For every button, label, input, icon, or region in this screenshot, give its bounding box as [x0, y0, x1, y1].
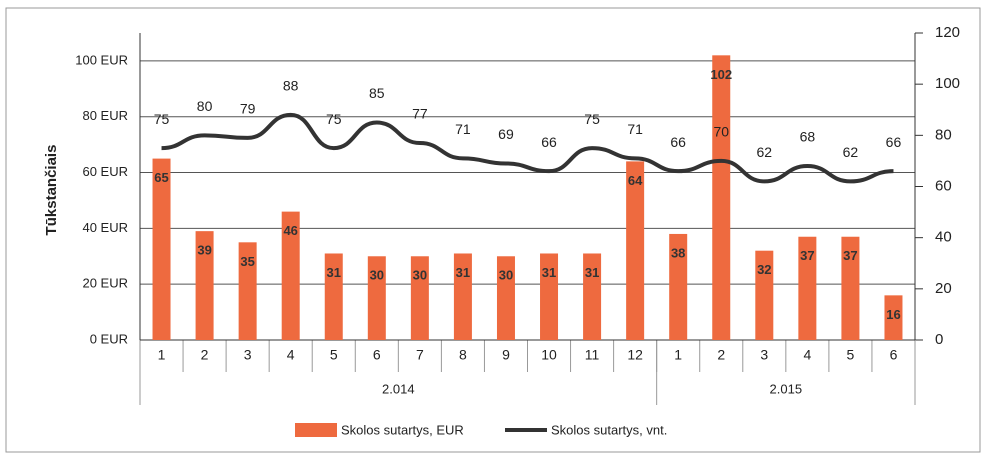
line-value-label: 75	[584, 111, 600, 127]
legend-label: Skolos sutartys, EUR	[341, 422, 464, 437]
bar	[841, 236, 860, 340]
line-value-label: 62	[843, 144, 859, 160]
y2-tick-label: 20	[935, 280, 952, 297]
bar	[324, 253, 343, 340]
x-tick-label: 2	[717, 347, 725, 363]
bar-value-label: 37	[843, 248, 857, 263]
bar	[669, 233, 688, 340]
bar-value-label: 31	[327, 265, 341, 280]
bar-value-label: 102	[710, 67, 732, 82]
line-value-label: 68	[800, 129, 816, 145]
x-tick-label: 6	[890, 347, 898, 363]
y2-tick-label: 100	[935, 75, 960, 92]
bar-value-label: 32	[757, 262, 771, 277]
bar	[712, 55, 731, 341]
x-tick-label: 3	[760, 347, 768, 363]
y-axis-label: Tūkstančiais	[43, 145, 60, 236]
x-tick-label: 9	[502, 347, 510, 363]
line-value-label: 66	[886, 134, 902, 150]
line-value-label: 79	[240, 101, 256, 117]
x-group-label: 2.015	[770, 381, 803, 396]
bar	[152, 158, 171, 340]
bar-value-label: 30	[413, 268, 427, 283]
y-tick-label: 100 EUR	[75, 52, 128, 67]
y-tick-label: 80 EUR	[82, 108, 128, 123]
bar	[583, 253, 602, 340]
y2-tick-label: 120	[935, 24, 960, 41]
line-value-label: 77	[412, 106, 428, 122]
line-value-label: 69	[498, 126, 514, 142]
x-tick-label: 8	[459, 347, 467, 363]
y-tick-label: 0 EUR	[90, 331, 128, 346]
line-value-label: 71	[627, 121, 643, 137]
x-tick-label: 11	[585, 347, 600, 363]
line-value-label: 85	[369, 85, 385, 101]
bar	[798, 236, 817, 340]
bar	[410, 256, 429, 340]
frame	[5, 7, 981, 453]
bar	[195, 231, 214, 340]
bar-value-label: 30	[499, 268, 513, 283]
bar-value-label: 30	[370, 268, 384, 283]
x-tick-label: 10	[541, 347, 557, 363]
x-tick-label: 1	[674, 347, 682, 363]
bar	[626, 161, 645, 340]
line-value-label: 75	[154, 111, 170, 127]
y-tick-label: 40 EUR	[82, 220, 128, 235]
y2-tick-label: 80	[935, 126, 952, 143]
bar-value-label: 31	[456, 265, 470, 280]
bar-value-label: 31	[542, 265, 556, 280]
line-value-label: 66	[670, 134, 686, 150]
bar-value-label: 37	[800, 248, 814, 263]
x-tick-label: 5	[330, 347, 338, 363]
bar	[496, 256, 515, 340]
bar	[540, 253, 559, 340]
line-value-label: 71	[455, 121, 471, 137]
line-value-label: 88	[283, 78, 299, 94]
line-value-label: 66	[541, 134, 557, 150]
x-tick-label: 7	[416, 347, 424, 363]
bar-value-label: 31	[585, 265, 599, 280]
bar	[367, 256, 386, 340]
bar-value-label: 46	[283, 223, 297, 238]
legend-label: Skolos sutartys, vnt.	[551, 422, 667, 437]
x-tick-label: 2	[201, 347, 209, 363]
bar-value-label: 39	[197, 243, 211, 258]
bar	[884, 295, 903, 340]
bar-value-label: 38	[671, 245, 685, 260]
x-tick-label: 6	[373, 347, 381, 363]
bar-value-label: 65	[154, 170, 168, 185]
line-value-label: 62	[757, 144, 773, 160]
x-tick-label: 1	[158, 347, 166, 363]
bar-value-label: 16	[886, 307, 900, 322]
line	[161, 112, 894, 184]
x-tick-label: 5	[847, 347, 855, 363]
y-tick-label: 20 EUR	[82, 276, 128, 291]
line-value-label: 70	[713, 124, 729, 140]
bar	[238, 242, 257, 340]
bar	[755, 250, 774, 340]
bar	[281, 211, 300, 340]
x-tick-label: 4	[803, 347, 811, 363]
y2-tick-label: 0	[935, 331, 943, 348]
y2-tick-label: 40	[935, 229, 952, 246]
y2-tick-label: 60	[935, 177, 952, 194]
x-group-label: 2.014	[382, 381, 415, 396]
x-tick-label: 3	[244, 347, 252, 363]
legend-swatch	[295, 423, 337, 437]
bar-value-label: 64	[628, 173, 643, 188]
y-tick-label: 60 EUR	[82, 164, 128, 179]
bar	[453, 253, 472, 340]
bar-value-label: 35	[240, 254, 254, 269]
line-value-label: 75	[326, 111, 342, 127]
x-tick-label: 4	[287, 347, 295, 363]
line-value-label: 80	[197, 98, 213, 114]
x-tick-label: 12	[627, 347, 643, 363]
